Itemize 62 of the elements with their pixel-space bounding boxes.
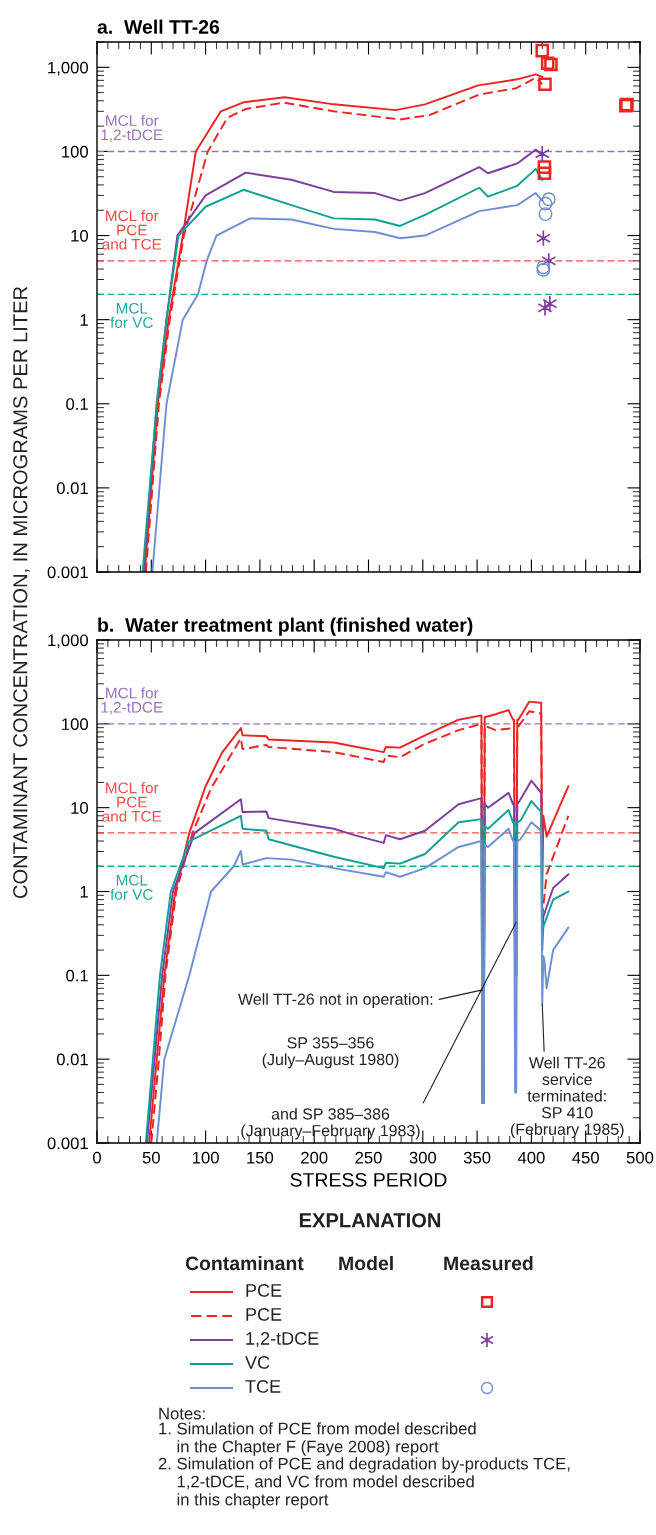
y-tick-label: 0.001 <box>47 1137 88 1150</box>
legend-label: VC <box>245 1356 270 1369</box>
y-tick-label: 10 <box>71 802 89 814</box>
ref-line-label: MCL for VC <box>110 302 153 328</box>
ref-line-label: MCL for 1,2-tDCE <box>101 687 163 715</box>
y-axis-title: CONTAMINANT CONCENTRATION, IN MICROGRAMS PER LITER <box>13 286 30 899</box>
chart-title: b. Water treatment plant (finished water) <box>98 617 473 636</box>
text: 2. Simulation of PCE and degradation by-products TCE, 1,2-tDCE, and VC from model described in this chapter report <box>158 1457 570 1509</box>
legend-label: TCE <box>245 1380 281 1393</box>
text: Notes: <box>159 1407 205 1420</box>
ref-line-label: MCL for PCE and TCE <box>102 210 162 250</box>
x-tick-label: 350 <box>463 1151 491 1164</box>
text: Measured <box>444 1255 533 1271</box>
text: Contaminant <box>185 1255 304 1271</box>
annotation: SP 355–356 (July–August 1980) <box>262 1037 399 1069</box>
x-axis-title: STRESS PERIOD <box>290 1172 447 1187</box>
point <box>537 166 552 181</box>
ref-line-label: MCL for 1,2-tDCE <box>101 114 163 143</box>
x-tick-label: 150 <box>247 1151 274 1164</box>
legend-title: EXPLANATION <box>299 1213 441 1228</box>
x-tick-label: 200 <box>301 1151 328 1164</box>
point <box>542 295 558 313</box>
point <box>537 160 552 174</box>
x-tick-label: 0 <box>93 1151 101 1164</box>
ref-line-label: MCL for VC <box>110 874 153 900</box>
y-tick-label: 1,000 <box>48 61 89 76</box>
x-tick-label: 250 <box>355 1151 382 1164</box>
legend-label: PCE <box>246 1308 282 1321</box>
text: Model <box>339 1255 393 1271</box>
point <box>538 77 552 91</box>
y-tick-label: 0.1 <box>66 969 88 982</box>
y-tick-label: 0.01 <box>56 1053 88 1066</box>
y-tick-label: 1 <box>80 314 88 326</box>
text: 1. Simulation of PCE from model described in the Chapter F (Faye 2008) report <box>159 1422 476 1456</box>
ref-line-label: MCL for PCE and TCE <box>102 782 162 822</box>
x-tick-label: 300 <box>409 1151 437 1164</box>
x-tick-label: 400 <box>517 1151 545 1164</box>
y-tick-label: 1 <box>80 886 88 898</box>
point <box>534 145 550 163</box>
y-tick-label: 1,000 <box>48 634 89 649</box>
y-tick-label: 0.1 <box>66 398 88 410</box>
y-tick-label: 0.001 <box>47 566 88 579</box>
point <box>541 192 556 207</box>
annotation: and SP 385–386 (January–February 1983) <box>241 1107 420 1140</box>
y-tick-label: 100 <box>62 145 89 158</box>
point <box>538 196 553 211</box>
x-tick-label: 450 <box>572 1151 599 1164</box>
point <box>544 57 558 72</box>
point <box>538 207 553 222</box>
y-tick-label: 100 <box>62 718 89 731</box>
chart-title: a. Well TT-26 <box>97 19 220 34</box>
annotation: Well TT-26 service terminated: SP 410 (February 1985) <box>510 1056 624 1139</box>
y-tick-label: 10 <box>71 229 89 242</box>
legend-label: PCE <box>246 1284 282 1297</box>
legend-label: 1,2-tDCE <box>246 1332 319 1347</box>
annotation: Well TT-26 not in operation: <box>238 993 433 1009</box>
x-tick-label: 500 <box>626 1151 654 1164</box>
point <box>540 56 555 70</box>
x-tick-label: 100 <box>192 1151 219 1164</box>
point <box>535 43 550 58</box>
y-tick-label: 0.01 <box>56 482 88 495</box>
x-tick-label: 50 <box>142 1151 160 1164</box>
